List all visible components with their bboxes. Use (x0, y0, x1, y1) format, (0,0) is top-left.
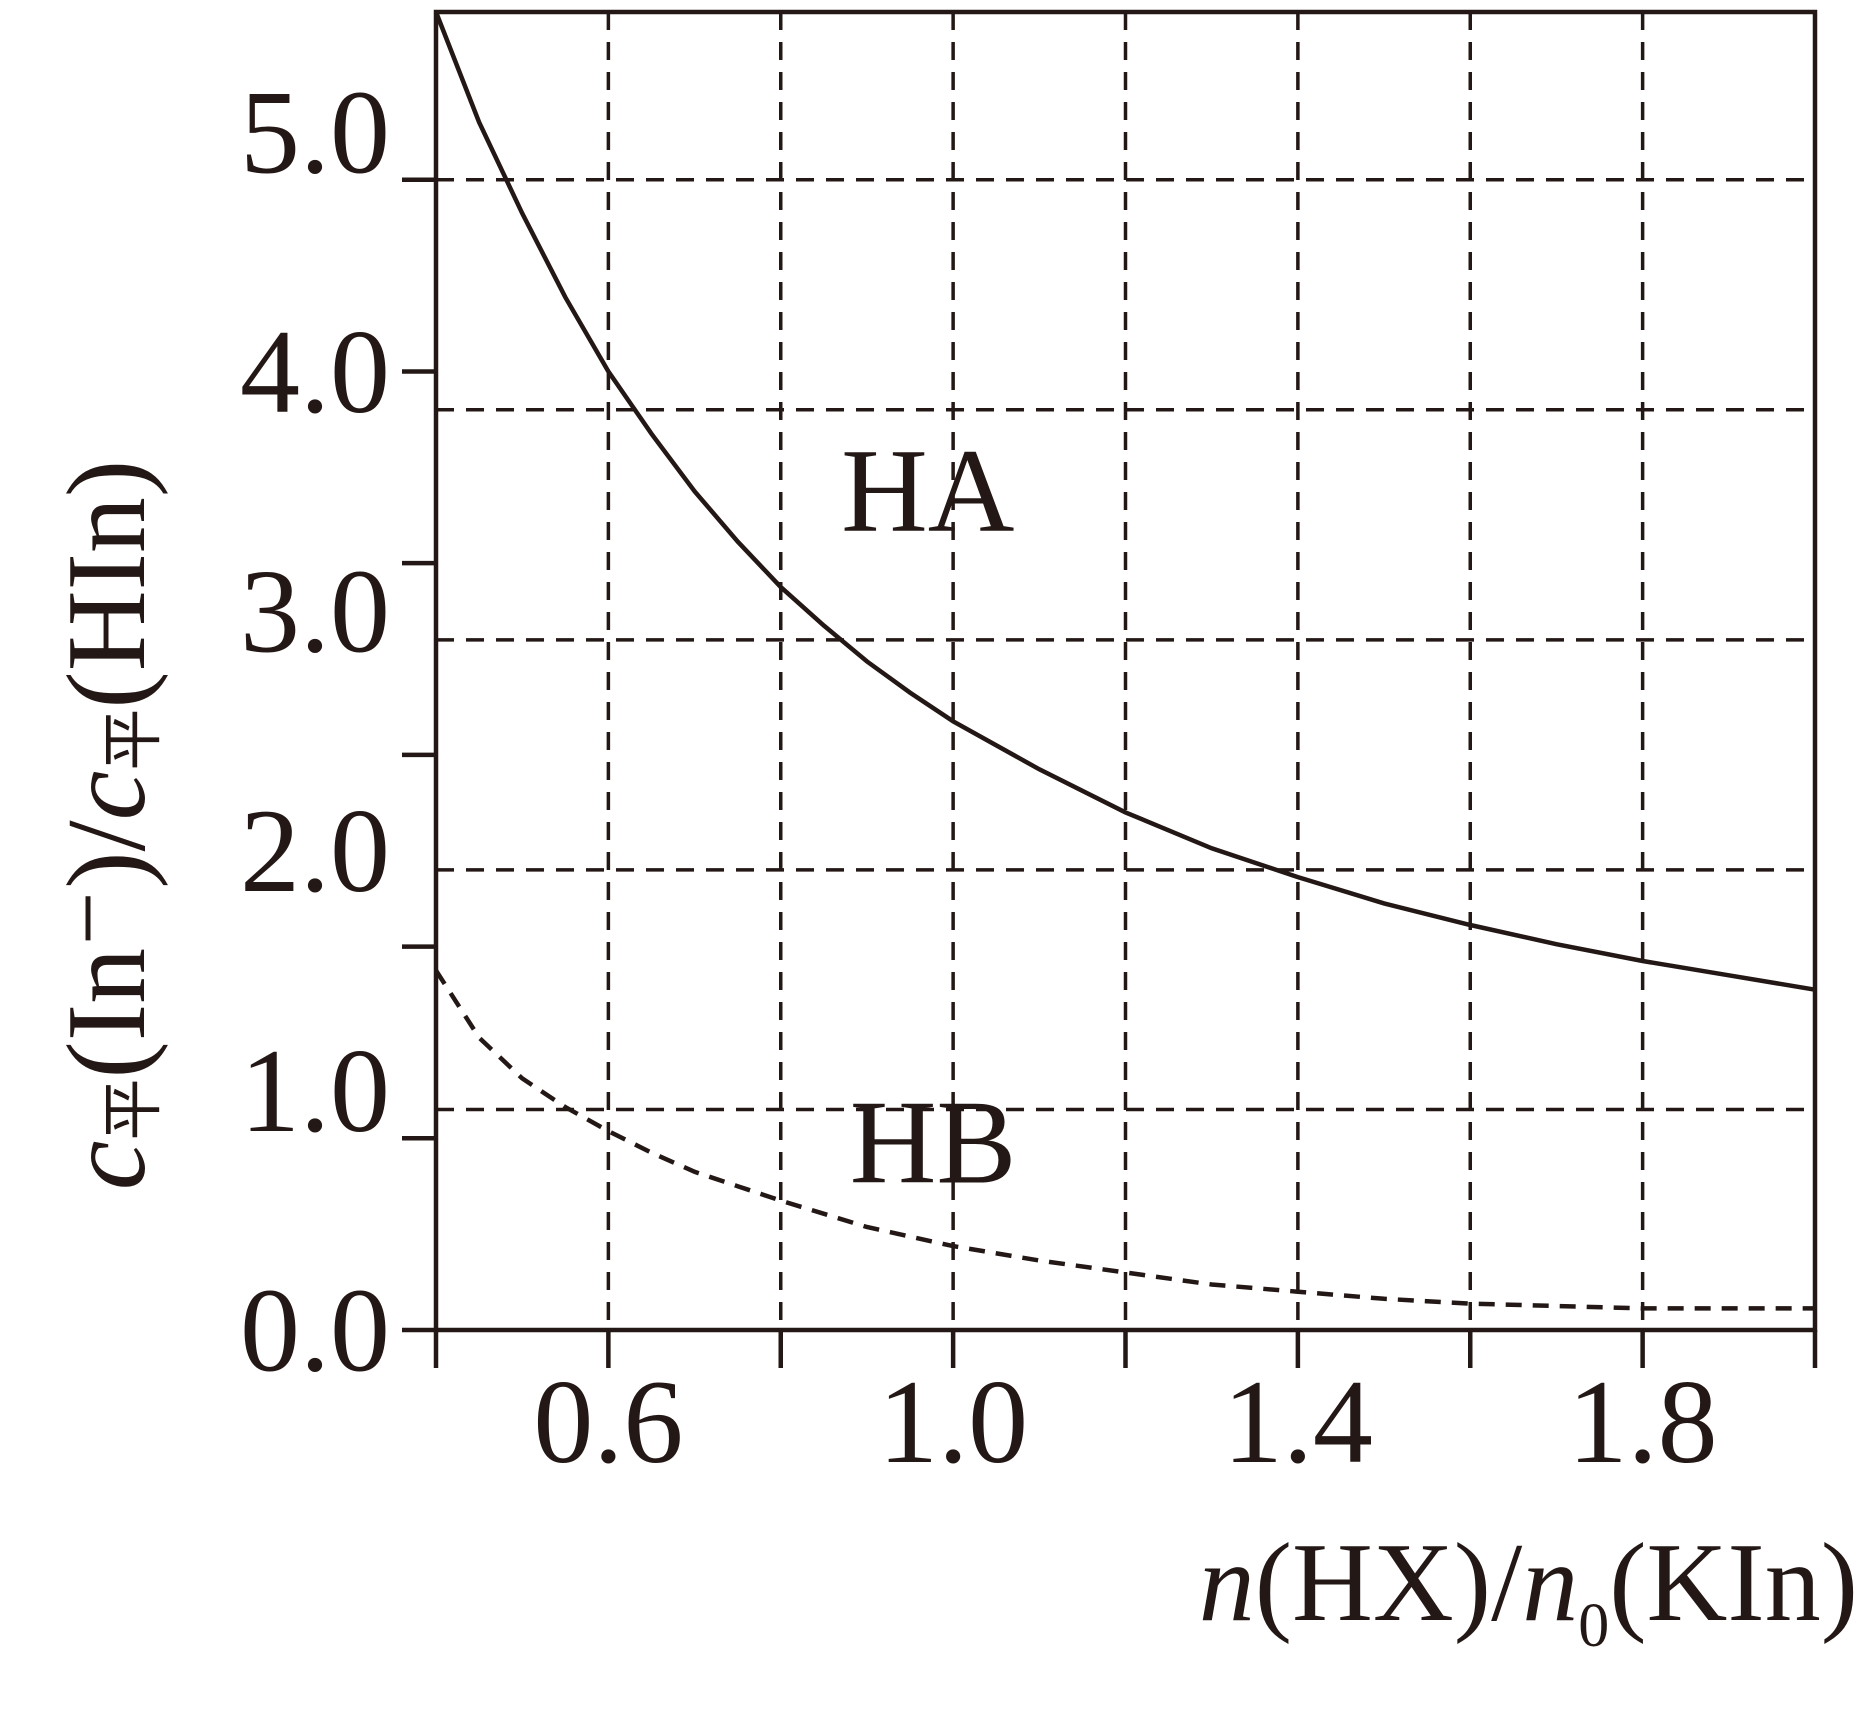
grid (436, 12, 1815, 1330)
y-tick-label-2: 2.0 (240, 784, 390, 917)
series-layer (433, 11, 1816, 1311)
y-tick-label-4: 4.0 (240, 305, 390, 438)
y-axis-label-sub2: 平 (100, 709, 168, 771)
tick-labels: 0.6 1.0 1.4 1.8 0.0 1.0 2.0 3.0 4.0 5.0 (240, 65, 1718, 1488)
x-tick-label-0: 0.6 (533, 1355, 683, 1488)
y-axis-label-sub: 平 (100, 1078, 168, 1140)
series-labels: HA HB (841, 424, 1016, 1209)
y-axis-label-species2: (HIn) (45, 460, 169, 709)
y-tick-label-1: 1.0 (240, 1024, 390, 1157)
series-HB-label: HB (850, 1076, 1017, 1209)
x-axis-label-species2: (KIn) (1609, 1521, 1858, 1645)
x-axis-label-var: n (1199, 1521, 1255, 1645)
x-axis-label: n(HX)/n0(KIn) (1199, 1521, 1858, 1660)
x-axis-label-slash: / (1491, 1521, 1523, 1645)
x-axis-label-var2: n (1522, 1521, 1578, 1645)
y-axis-label-slash: / (45, 819, 169, 851)
y-axis-label-var2: c (45, 771, 169, 821)
series-HA-line (433, 11, 1816, 992)
x-tick-label-1: 1.0 (878, 1355, 1028, 1488)
y-axis-label-species: (In⁻) (45, 851, 169, 1078)
y-tick-label-0: 0.0 (240, 1264, 390, 1397)
x-axis-label-species: (HX) (1255, 1521, 1491, 1645)
y-tick-label-3: 3.0 (240, 545, 390, 678)
y-tick-label-5: 5.0 (240, 65, 390, 198)
y-axis-label: c平(In⁻)/c平(HIn) (45, 460, 169, 1190)
series-HA-label: HA (841, 424, 1014, 557)
x-axis-label-sub: 0 (1578, 1592, 1609, 1660)
x-tick-label-2: 1.4 (1223, 1355, 1373, 1488)
series-HB-line (434, 969, 1815, 1311)
x-tick-label-3: 1.8 (1568, 1355, 1718, 1488)
y-axis-label-var: c (45, 1140, 169, 1190)
ticks (402, 177, 1818, 1368)
